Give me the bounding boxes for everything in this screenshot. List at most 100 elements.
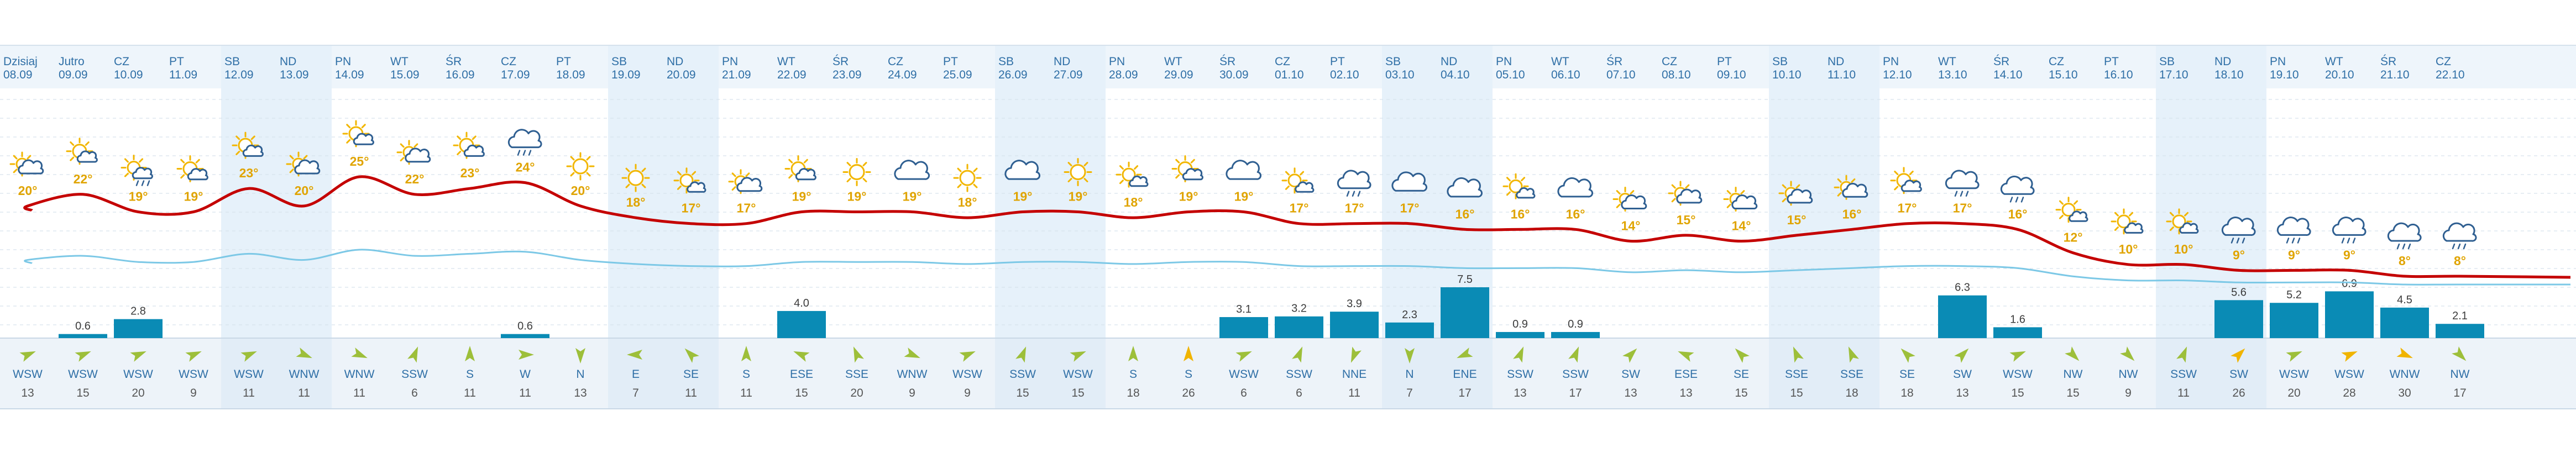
wind-arrow-icon: [19, 351, 36, 362]
wind-speed-label: 15: [1790, 387, 1803, 399]
temperature-label: 16°: [1566, 207, 1585, 221]
rain-drop: [2231, 238, 2234, 244]
date-label: 11.10: [1828, 69, 1856, 81]
sun-ray: [13, 168, 18, 173]
wind-direction-label: SSW: [1009, 368, 1036, 381]
precip-bar: [2380, 307, 2429, 338]
wind-speed-label: 11: [1348, 387, 1360, 399]
sun-ray: [70, 156, 75, 161]
cloud-shape: [2179, 222, 2199, 234]
sun-ray: [27, 155, 32, 160]
rain-drop: [2463, 243, 2467, 250]
cloud-shape: [1731, 194, 1758, 209]
wind-arrow-icon: [1848, 346, 1859, 363]
wind-direction-label: WNW: [289, 368, 320, 381]
day-label: ŚR: [1606, 55, 1622, 68]
wind-direction-label: NW: [2119, 368, 2138, 381]
wind-direction-label: S: [1185, 368, 1192, 381]
wind-direction-label: SW: [1953, 368, 1972, 381]
wind-speed-label: 17: [2453, 387, 2466, 399]
day-label: CZ: [2049, 55, 2064, 68]
date-label: 16.09: [446, 69, 475, 81]
day-label: ŚR: [1219, 55, 1235, 68]
date-label: 04.10: [1441, 69, 1470, 81]
sun-disc: [1287, 173, 1302, 188]
rain-drop: [141, 180, 145, 186]
sun-ray: [346, 139, 351, 144]
temperature-label: 18°: [958, 195, 977, 209]
wind-direction-label: WSW: [13, 368, 43, 381]
day-label: WT: [1938, 55, 1956, 68]
temperature-label: 18°: [1124, 195, 1143, 209]
precip-bar: [1385, 322, 1434, 338]
sun-ray: [1134, 165, 1139, 170]
wind-speed-label: 15: [76, 387, 89, 399]
sun-cloud-icon: [673, 167, 706, 194]
precip-bar: [2214, 300, 2263, 338]
wind-direction-label: WNW: [2390, 368, 2420, 381]
date-label: 22.09: [777, 69, 807, 81]
date-label: 08.10: [1662, 69, 1691, 81]
rain-drop: [2009, 197, 2013, 203]
wind-arrow-icon: [2286, 351, 2302, 362]
date-label: 18.09: [556, 69, 585, 81]
date-label: 25.09: [943, 69, 972, 81]
cloud-shape: [132, 167, 153, 180]
partly-sunny-icon: [66, 138, 98, 165]
temperature-label: 10°: [2174, 242, 2193, 256]
precip-value-label: 0.6: [517, 320, 533, 333]
wind-speed-label: 13: [1679, 387, 1692, 399]
temperature-label: 24°: [516, 160, 535, 175]
date-label: 23.09: [833, 69, 862, 81]
wind-speed-label: 15: [1071, 387, 1084, 399]
precip-bar: [2436, 324, 2484, 338]
date-label: 12.10: [1883, 69, 1912, 81]
cloud-shape: [1295, 181, 1315, 193]
day-label: CZ: [2436, 55, 2451, 68]
secondary-line: [24, 249, 2570, 286]
date-label: 17.10: [2159, 69, 2188, 81]
sun-ray: [1851, 178, 1856, 183]
partly-sunny-icon: [232, 131, 264, 159]
wind-direction-label: NNE: [1342, 368, 1366, 381]
wind-speed-label: 15: [1016, 387, 1029, 399]
wind-speed-label: 20: [850, 387, 863, 399]
temperature-label: 14°: [1732, 218, 1751, 233]
temperature-label: 9°: [2343, 247, 2355, 262]
cloud-icon: [1391, 171, 1427, 192]
wind-arrow-icon: [1457, 347, 1473, 359]
wind-arrow-icon: [1405, 348, 1415, 364]
sun-ray: [346, 124, 351, 129]
cloud-shape: [1129, 175, 1149, 187]
temperature-label: 16°: [1511, 207, 1530, 221]
wind-direction-label: SSW: [2170, 368, 2197, 381]
cloud-shape: [736, 177, 763, 192]
day-label: WT: [1551, 55, 1569, 68]
rain-drop: [517, 150, 521, 156]
wind-direction-label: ENE: [1453, 368, 1477, 381]
sun-ray: [862, 162, 867, 167]
sun-ray: [2074, 200, 2078, 205]
cloud-shape: [507, 129, 542, 149]
cloud-shape: [1391, 171, 1427, 192]
sun-ray: [1795, 184, 1800, 189]
rain-drop: [1954, 191, 1958, 197]
sun-ray: [1671, 198, 1676, 203]
sun-disc: [2172, 214, 2186, 229]
sun-ray: [2184, 212, 2189, 217]
precip-bar: [1330, 312, 1379, 338]
sun-ray: [235, 150, 240, 155]
wind-arrow-icon: [407, 346, 418, 363]
cloud-shape: [1787, 188, 1813, 204]
precip-value-label: 2.3: [1402, 309, 1417, 321]
sun-disc: [572, 158, 589, 175]
cloud-rain-icon: [2442, 222, 2477, 250]
rain-drop: [1965, 191, 1969, 197]
cloud-shape: [2124, 222, 2144, 234]
rain-drop: [2396, 243, 2400, 250]
wind-speed-label: 15: [795, 387, 808, 399]
wind-direction-label: N: [576, 368, 584, 381]
sun-ray: [1175, 159, 1180, 164]
rain-drop: [2347, 238, 2350, 244]
wind-arrow-icon: [627, 350, 642, 360]
